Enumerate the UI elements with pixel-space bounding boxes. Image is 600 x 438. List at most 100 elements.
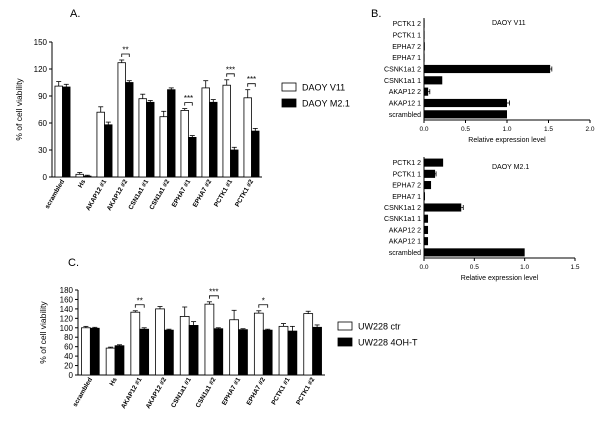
y-tick-label: EPHA7 2 bbox=[392, 44, 421, 51]
chart-title: DAOY M2.1 bbox=[492, 164, 529, 171]
data-bar bbox=[164, 329, 174, 376]
data-bar bbox=[424, 76, 443, 85]
data-bar bbox=[230, 149, 239, 178]
significance-bracket bbox=[121, 53, 130, 57]
x-tick-label: 2.0 bbox=[585, 126, 594, 133]
legend-label: DAOY M2.1 bbox=[302, 99, 350, 109]
y-tick-label: PCTK1 2 bbox=[393, 21, 422, 28]
data-bar bbox=[117, 62, 126, 178]
y-tick-label: 60 bbox=[38, 119, 47, 128]
x-tick-label: EPHA7 #1 bbox=[221, 376, 243, 406]
x-tick-label: scrambled bbox=[44, 178, 66, 210]
data-bar bbox=[424, 30, 425, 40]
y-tick-label: 140 bbox=[60, 305, 74, 314]
data-bar bbox=[201, 87, 210, 178]
y-tick-label: PCTK1 1 bbox=[393, 33, 422, 40]
data-bar bbox=[81, 327, 91, 376]
data-bar bbox=[424, 98, 507, 108]
x-tick-label: AKAP12 #2 bbox=[145, 376, 169, 410]
y-tick-label: 30 bbox=[38, 146, 47, 155]
x-tick-label: 0.0 bbox=[419, 264, 428, 271]
data-bar bbox=[424, 158, 444, 167]
data-bar bbox=[424, 110, 507, 119]
data-bar bbox=[167, 89, 176, 178]
data-bar bbox=[243, 97, 252, 178]
data-bar bbox=[262, 329, 273, 376]
data-bar bbox=[251, 130, 260, 178]
significance-label: *** bbox=[247, 75, 256, 84]
data-bar bbox=[96, 111, 105, 178]
y-tick-label: 40 bbox=[64, 352, 73, 361]
y-tick-label: 20 bbox=[64, 362, 73, 371]
significance-bracket bbox=[134, 304, 145, 308]
y-tick-label: AKAP12 1 bbox=[389, 239, 421, 246]
x-tick-label: 1.0 bbox=[520, 264, 529, 271]
y-tick-label: EPHA7 1 bbox=[392, 194, 421, 201]
data-bar bbox=[424, 19, 425, 28]
x-tick-label: AKAP12 #1 bbox=[120, 376, 144, 410]
x-tick-label: AKAP12 #1 bbox=[85, 178, 109, 212]
data-bar bbox=[424, 214, 429, 223]
significance-label: ** bbox=[137, 296, 143, 305]
data-bar bbox=[130, 311, 141, 376]
data-bar bbox=[278, 325, 289, 376]
x-tick-label: PCTK1 #1 bbox=[270, 376, 291, 406]
x-tick-label: 1.5 bbox=[570, 264, 579, 271]
y-tick-label: CSNK1a1 1 bbox=[384, 78, 421, 85]
data-bar bbox=[138, 98, 147, 178]
y-tick-label: CSNK1a1 2 bbox=[384, 205, 421, 212]
data-bar bbox=[75, 173, 84, 178]
x-tick-label: Hs bbox=[109, 376, 119, 387]
legend-swatch bbox=[337, 337, 353, 347]
panel-label: C. bbox=[68, 257, 79, 269]
y-tick-label: 0 bbox=[43, 173, 48, 182]
data-bar bbox=[104, 124, 113, 178]
data-bar bbox=[424, 53, 425, 62]
y-tick-label: AKAP12 2 bbox=[389, 227, 421, 234]
significance-label: * bbox=[262, 296, 265, 305]
data-bar bbox=[424, 87, 429, 96]
legend-label: UW228 ctr bbox=[358, 322, 401, 332]
data-bar bbox=[180, 110, 189, 178]
y-tick-label: AKAP12 2 bbox=[389, 89, 421, 96]
x-tick-label: CSN1a1 #2 bbox=[148, 178, 171, 211]
x-tick-label: EPHA7 #1 bbox=[171, 178, 193, 208]
y-tick-label: 120 bbox=[34, 65, 48, 74]
data-bar bbox=[287, 330, 298, 376]
data-bar bbox=[424, 203, 462, 212]
data-bar bbox=[213, 328, 224, 376]
panel-label: B. bbox=[371, 8, 381, 20]
x-tick-label: 1.5 bbox=[544, 126, 553, 133]
data-bar bbox=[89, 327, 100, 376]
data-bar bbox=[83, 175, 92, 178]
y-tick-label: 0 bbox=[69, 371, 74, 380]
data-bar bbox=[424, 42, 425, 51]
data-bar bbox=[238, 329, 248, 376]
significance-bracket bbox=[226, 73, 235, 77]
x-tick-label: PCTK1 #2 bbox=[234, 178, 255, 208]
x-axis-label: Relative expression level bbox=[468, 137, 546, 144]
x-axis-label: Relative expression level bbox=[461, 275, 539, 282]
y-tick-label: 80 bbox=[64, 333, 73, 342]
y-tick-label: PCTK1 2 bbox=[393, 160, 422, 167]
legend-swatch bbox=[281, 82, 297, 92]
x-tick-label: AKAP12 #2 bbox=[106, 178, 130, 212]
data-bar bbox=[188, 325, 199, 376]
x-tick-label: EPHA7 #2 bbox=[246, 376, 268, 406]
legend-swatch bbox=[281, 98, 297, 108]
y-tick-label: 60 bbox=[64, 343, 73, 352]
significance-label: *** bbox=[209, 287, 218, 296]
x-tick-label: EPHA7 #2 bbox=[192, 178, 214, 208]
significance-bracket bbox=[247, 83, 256, 87]
significance-label: *** bbox=[226, 65, 235, 74]
data-bar bbox=[204, 303, 215, 376]
x-tick-label: 1.0 bbox=[502, 126, 511, 133]
panel-label: A. bbox=[70, 8, 80, 20]
x-tick-label: CSN1a1 #2 bbox=[195, 376, 218, 409]
data-bar bbox=[424, 192, 426, 201]
y-tick-label: scrambled bbox=[389, 250, 421, 257]
significance-bracket bbox=[258, 304, 269, 308]
data-bar bbox=[159, 116, 168, 178]
y-axis-label: % of cell viability bbox=[38, 301, 48, 364]
